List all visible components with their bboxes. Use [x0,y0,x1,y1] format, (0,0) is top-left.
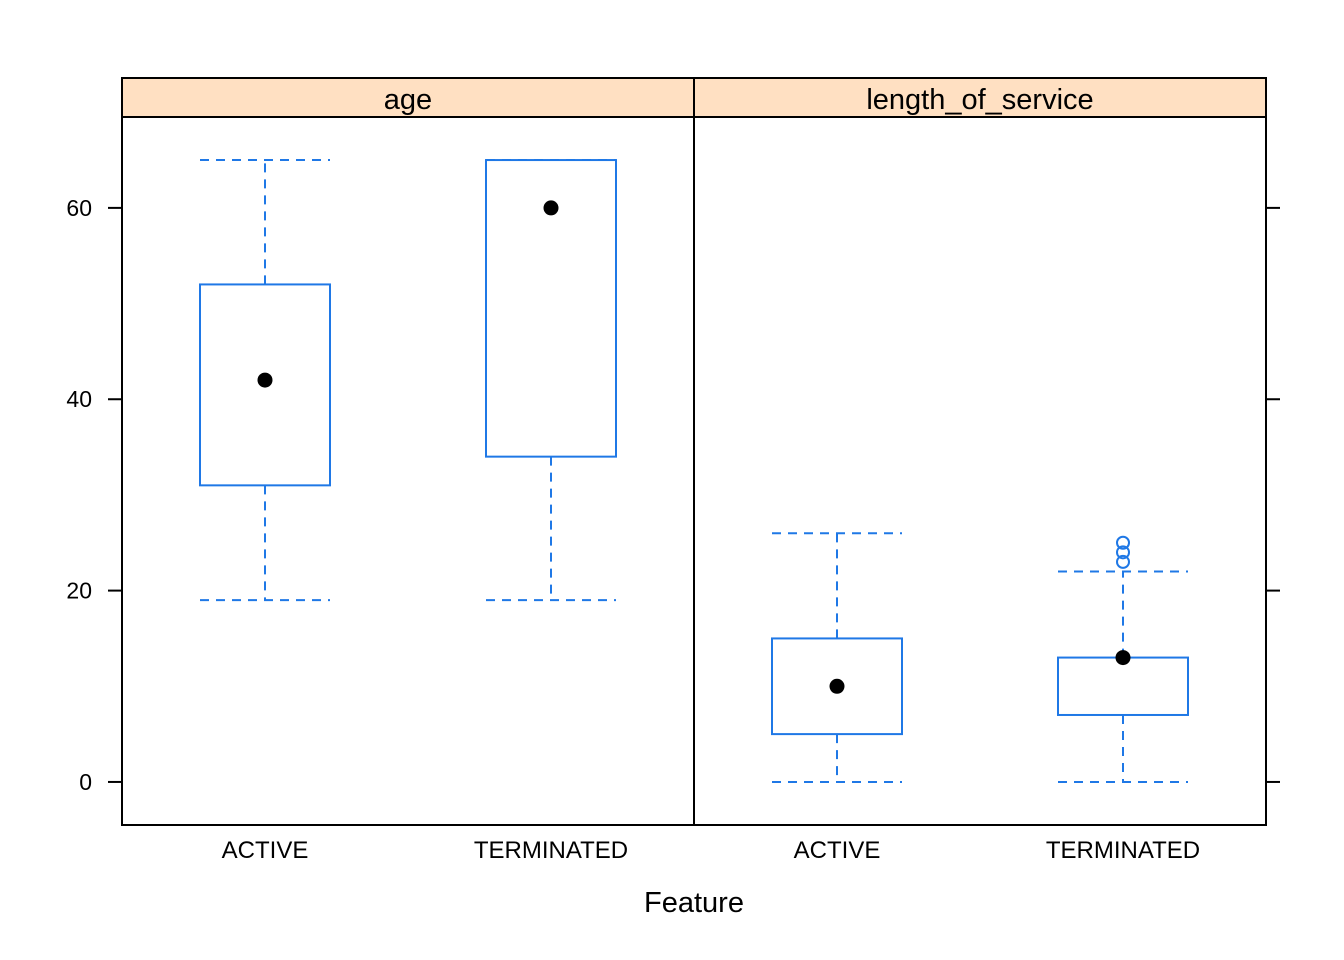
x-tick-label: TERMINATED [1046,837,1200,864]
median-dot [1115,650,1131,666]
box-group [771,532,903,783]
median-dot [257,372,273,388]
box-group [1057,535,1189,783]
iqr-box [771,637,903,736]
iqr-box [485,159,617,458]
outlier-point [1116,554,1130,569]
y-axis-right [1266,206,1280,783]
y-tick-label: 60 [66,195,92,221]
iqr-box [199,283,331,487]
x-tick-label: TERMINATED [474,837,628,864]
box-group [485,159,617,602]
x-axis-title: Feature [644,887,744,919]
x-axis: ACTIVE TERMINATED ACTIVE TERMINATED [222,837,1200,864]
iqr-box [1057,656,1189,716]
box-series [199,159,1189,783]
panel-frame [121,116,695,826]
y-tick-label: 40 [66,386,92,412]
box-group [199,159,331,602]
panel-strip-label: age [384,84,432,116]
x-tick-label: ACTIVE [222,837,309,864]
median-dot [829,678,845,694]
y-tick-label: 20 [66,578,92,604]
panel-strip [693,77,1267,118]
panel-strip-label: length_of_service [866,84,1093,116]
median-dot [543,200,559,216]
outlier-point [1116,545,1130,560]
y-tick-label: 0 [79,769,92,795]
panel-strip [121,77,695,118]
panel-frame [693,116,1267,826]
x-tick-label: ACTIVE [794,837,881,864]
panel-frames [121,116,1267,826]
panel-strips: age length_of_service [121,77,1267,118]
y-axis-left: 0 20 40 60 [66,195,122,795]
outlier-point [1116,535,1130,550]
